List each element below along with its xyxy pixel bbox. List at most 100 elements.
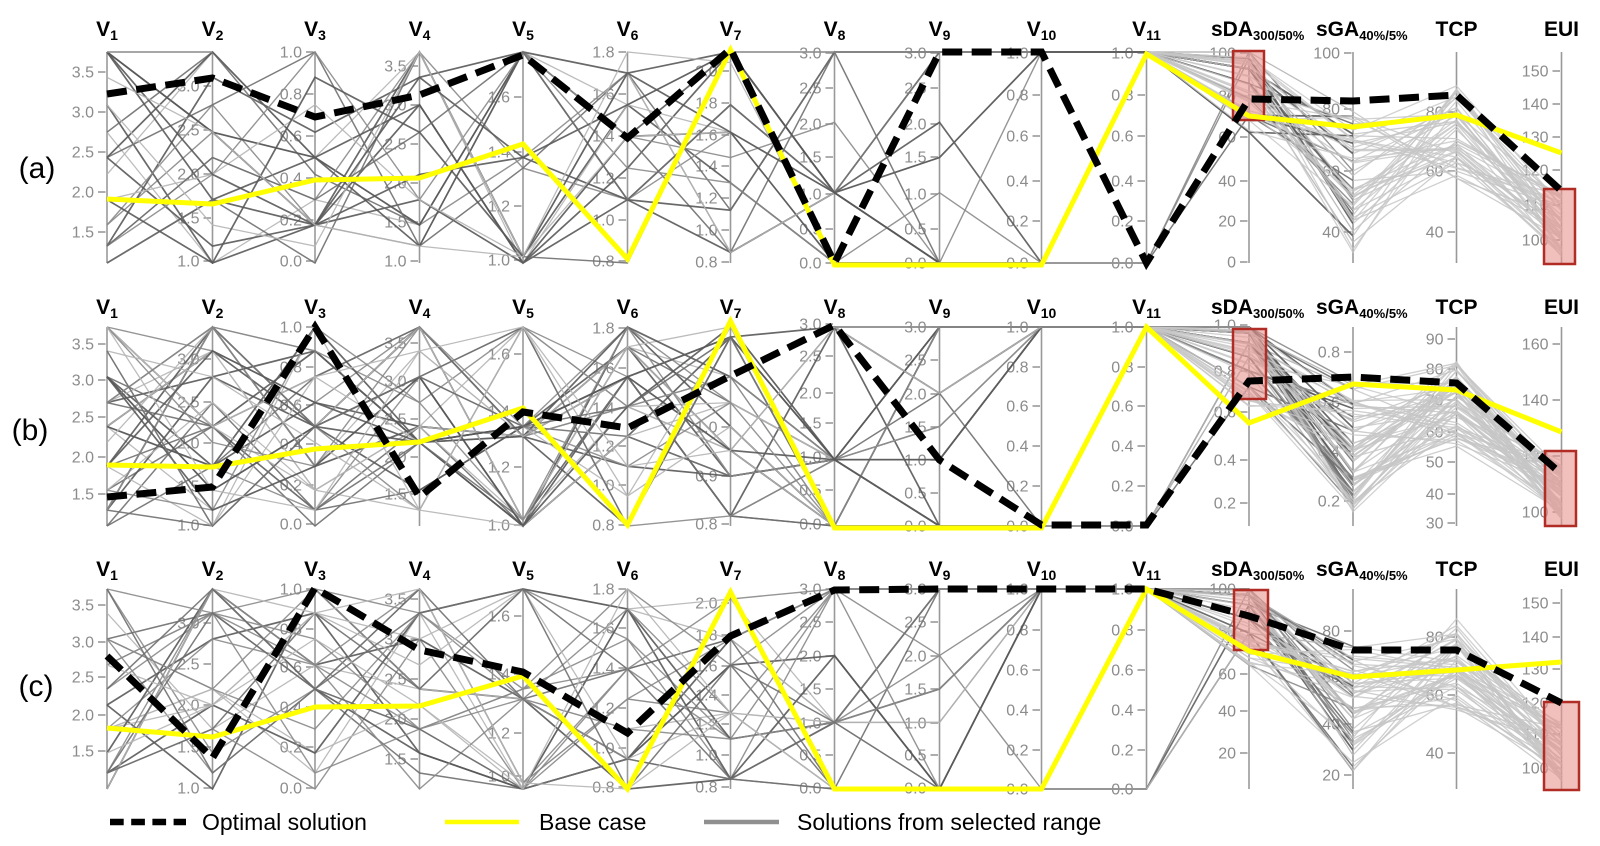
svg-text:3.5: 3.5 bbox=[72, 337, 94, 354]
svg-text:0.2: 0.2 bbox=[1111, 479, 1133, 496]
svg-text:TCP: TCP bbox=[1436, 18, 1478, 41]
svg-text:1.5: 1.5 bbox=[799, 150, 821, 167]
svg-text:3.0: 3.0 bbox=[799, 46, 821, 63]
svg-text:0.6: 0.6 bbox=[1111, 399, 1133, 416]
svg-text:0.2: 0.2 bbox=[1111, 743, 1133, 760]
svg-text:1.0: 1.0 bbox=[177, 518, 199, 535]
svg-text:3.0: 3.0 bbox=[72, 105, 94, 122]
svg-text:1.8: 1.8 bbox=[592, 582, 614, 599]
svg-text:EUI: EUI bbox=[1544, 18, 1579, 41]
svg-text:0.8: 0.8 bbox=[280, 87, 302, 104]
svg-text:Optimal solution: Optimal solution bbox=[202, 809, 367, 835]
svg-text:1.0: 1.0 bbox=[280, 582, 302, 599]
svg-text:0.8: 0.8 bbox=[1006, 360, 1028, 377]
svg-text:2.5: 2.5 bbox=[177, 657, 199, 674]
svg-text:40: 40 bbox=[1322, 225, 1340, 242]
svg-text:0.4: 0.4 bbox=[1214, 453, 1236, 470]
svg-text:0.6: 0.6 bbox=[1111, 663, 1133, 680]
svg-text:(b): (b) bbox=[12, 414, 49, 447]
svg-text:1.5: 1.5 bbox=[799, 682, 821, 699]
svg-text:2.0: 2.0 bbox=[695, 596, 717, 613]
svg-text:EUI: EUI bbox=[1544, 296, 1579, 319]
svg-text:0.0: 0.0 bbox=[799, 517, 821, 534]
svg-text:90: 90 bbox=[1426, 332, 1444, 349]
svg-text:140: 140 bbox=[1522, 630, 1549, 647]
svg-text:0.4: 0.4 bbox=[1111, 439, 1133, 456]
svg-text:0.4: 0.4 bbox=[1006, 439, 1028, 456]
svg-text:0.6: 0.6 bbox=[280, 660, 302, 677]
svg-text:1.0: 1.0 bbox=[904, 187, 926, 204]
svg-text:1.5: 1.5 bbox=[72, 225, 94, 242]
svg-text:100: 100 bbox=[1522, 505, 1549, 522]
svg-text:2.0: 2.0 bbox=[904, 117, 926, 134]
svg-text:1.0: 1.0 bbox=[280, 320, 302, 337]
svg-text:0.4: 0.4 bbox=[1111, 174, 1133, 191]
svg-text:60: 60 bbox=[1218, 667, 1236, 684]
svg-text:2.0: 2.0 bbox=[72, 708, 94, 725]
svg-text:40: 40 bbox=[1218, 174, 1236, 191]
svg-text:Base case: Base case bbox=[539, 809, 646, 835]
svg-text:40: 40 bbox=[1426, 225, 1444, 242]
svg-text:0.0: 0.0 bbox=[1111, 256, 1133, 273]
svg-text:0.2: 0.2 bbox=[1318, 494, 1340, 511]
svg-text:(a): (a) bbox=[19, 152, 56, 185]
svg-text:(c): (c) bbox=[19, 670, 54, 703]
svg-text:2.5: 2.5 bbox=[384, 137, 406, 154]
svg-text:0.0: 0.0 bbox=[1111, 782, 1133, 799]
svg-text:2.5: 2.5 bbox=[72, 410, 94, 427]
svg-text:2.0: 2.0 bbox=[72, 185, 94, 202]
svg-text:0.8: 0.8 bbox=[695, 255, 717, 272]
svg-text:2.5: 2.5 bbox=[72, 670, 94, 687]
svg-text:0.8: 0.8 bbox=[592, 518, 614, 535]
svg-text:1.0: 1.0 bbox=[488, 253, 510, 270]
svg-text:TCP: TCP bbox=[1436, 296, 1478, 319]
svg-text:Solutions from selected range: Solutions from selected range bbox=[797, 809, 1101, 835]
svg-text:0.6: 0.6 bbox=[1006, 663, 1028, 680]
svg-text:1.0: 1.0 bbox=[695, 223, 717, 240]
svg-text:2.0: 2.0 bbox=[177, 436, 199, 453]
svg-text:0.6: 0.6 bbox=[1006, 399, 1028, 416]
svg-text:0.2: 0.2 bbox=[1111, 214, 1133, 231]
svg-text:160: 160 bbox=[1522, 337, 1549, 354]
svg-text:3.0: 3.0 bbox=[799, 582, 821, 599]
svg-text:3.0: 3.0 bbox=[904, 320, 926, 337]
svg-text:140: 140 bbox=[1522, 393, 1549, 410]
svg-text:0.2: 0.2 bbox=[1006, 743, 1028, 760]
svg-text:1.0: 1.0 bbox=[1006, 320, 1028, 337]
svg-text:3.0: 3.0 bbox=[72, 635, 94, 652]
svg-text:1.5: 1.5 bbox=[384, 215, 406, 232]
svg-text:0.0: 0.0 bbox=[280, 254, 302, 271]
svg-text:0.0: 0.0 bbox=[280, 781, 302, 798]
svg-text:2.0: 2.0 bbox=[177, 698, 199, 715]
svg-text:40: 40 bbox=[1426, 487, 1444, 504]
svg-text:0.5: 0.5 bbox=[904, 748, 926, 765]
svg-text:1.0: 1.0 bbox=[1111, 320, 1133, 337]
svg-text:1.0: 1.0 bbox=[1111, 46, 1133, 63]
svg-text:3.5: 3.5 bbox=[72, 65, 94, 82]
svg-text:2.5: 2.5 bbox=[72, 145, 94, 162]
svg-text:3.0: 3.0 bbox=[904, 46, 926, 63]
svg-text:1.0: 1.0 bbox=[280, 45, 302, 62]
svg-text:150: 150 bbox=[1522, 596, 1549, 613]
svg-text:3.0: 3.0 bbox=[72, 373, 94, 390]
svg-text:1.5: 1.5 bbox=[72, 744, 94, 761]
svg-text:0: 0 bbox=[1227, 255, 1236, 272]
svg-text:0.2: 0.2 bbox=[1006, 479, 1028, 496]
svg-text:2.0: 2.0 bbox=[799, 386, 821, 403]
svg-text:0.2: 0.2 bbox=[1214, 496, 1236, 513]
svg-text:40: 40 bbox=[1426, 746, 1444, 763]
svg-text:0.0: 0.0 bbox=[799, 256, 821, 273]
svg-text:140: 140 bbox=[1522, 97, 1549, 114]
svg-text:50: 50 bbox=[1426, 455, 1444, 472]
svg-text:2.0: 2.0 bbox=[177, 167, 199, 184]
svg-text:2.0: 2.0 bbox=[72, 450, 94, 467]
svg-text:0.4: 0.4 bbox=[1006, 703, 1028, 720]
svg-text:0.6: 0.6 bbox=[1006, 129, 1028, 146]
svg-text:100: 100 bbox=[1313, 46, 1340, 63]
svg-text:1.0: 1.0 bbox=[904, 453, 926, 470]
svg-text:0.0: 0.0 bbox=[799, 781, 821, 798]
svg-text:1.5: 1.5 bbox=[177, 211, 199, 228]
svg-text:40: 40 bbox=[1218, 704, 1236, 721]
svg-text:1.6: 1.6 bbox=[488, 609, 510, 626]
svg-text:3.5: 3.5 bbox=[384, 59, 406, 76]
